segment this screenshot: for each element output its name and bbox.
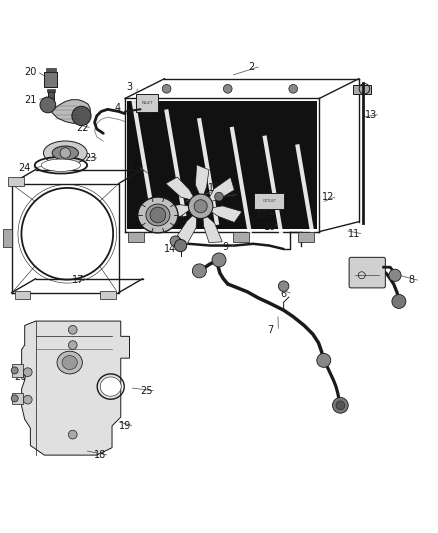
Ellipse shape (146, 204, 170, 226)
Bar (298, 231, 314, 243)
Text: OUTLET: OUTLET (262, 199, 276, 203)
Circle shape (279, 281, 289, 292)
Text: 2: 2 (249, 61, 255, 71)
Circle shape (317, 353, 331, 367)
Bar (353, 85, 371, 94)
Ellipse shape (41, 159, 81, 171)
Bar (46, 68, 56, 72)
Text: 16: 16 (224, 189, 236, 199)
Polygon shape (21, 321, 130, 455)
Bar (254, 193, 285, 209)
Circle shape (392, 294, 406, 309)
Circle shape (72, 106, 91, 125)
Circle shape (192, 264, 206, 278)
Text: 5: 5 (128, 162, 134, 172)
Bar (46, 89, 55, 92)
Bar (12, 364, 22, 376)
Ellipse shape (62, 356, 78, 369)
Text: 26: 26 (14, 372, 27, 382)
Ellipse shape (138, 197, 178, 233)
Circle shape (162, 84, 171, 93)
Text: 20: 20 (24, 67, 36, 77)
Text: 1: 1 (179, 210, 185, 220)
Text: 9: 9 (223, 242, 229, 252)
Bar (3, 229, 12, 247)
Circle shape (23, 368, 32, 376)
Text: 6: 6 (281, 288, 287, 298)
Polygon shape (206, 177, 234, 203)
Text: 24: 24 (18, 163, 31, 173)
Text: 15: 15 (208, 183, 221, 193)
Text: 8: 8 (408, 276, 414, 286)
Bar (12, 393, 22, 404)
Text: INLET: INLET (141, 101, 153, 105)
Circle shape (215, 192, 223, 201)
Circle shape (212, 253, 226, 267)
Bar (136, 94, 158, 111)
Ellipse shape (100, 377, 121, 396)
Circle shape (223, 84, 232, 93)
Circle shape (11, 367, 18, 374)
Polygon shape (195, 165, 209, 200)
Bar (44, 72, 57, 87)
Text: 10: 10 (265, 222, 277, 232)
Ellipse shape (52, 146, 78, 160)
Bar (14, 290, 30, 299)
Circle shape (194, 200, 207, 213)
Text: 12: 12 (322, 192, 334, 201)
Text: 13: 13 (365, 110, 377, 119)
Circle shape (68, 430, 77, 439)
Circle shape (68, 326, 77, 334)
Circle shape (11, 395, 18, 402)
Text: 3: 3 (127, 83, 133, 93)
Circle shape (40, 97, 56, 113)
Text: 14: 14 (164, 244, 176, 254)
Circle shape (289, 84, 297, 93)
Polygon shape (127, 101, 317, 229)
Text: 17: 17 (72, 276, 85, 286)
Circle shape (170, 236, 180, 246)
Bar (8, 177, 24, 185)
Ellipse shape (57, 351, 82, 374)
Circle shape (68, 341, 77, 350)
Ellipse shape (43, 141, 87, 165)
Text: 12: 12 (256, 210, 268, 220)
Text: 7: 7 (267, 325, 274, 335)
Circle shape (389, 269, 401, 281)
Circle shape (336, 401, 345, 410)
Text: 23: 23 (84, 153, 96, 163)
Text: 25: 25 (141, 386, 153, 396)
Polygon shape (202, 213, 222, 243)
Bar (233, 231, 249, 243)
Circle shape (60, 148, 71, 158)
Bar (100, 290, 116, 299)
Circle shape (150, 207, 166, 223)
Bar (48, 91, 53, 105)
FancyBboxPatch shape (349, 257, 385, 288)
Circle shape (332, 398, 348, 413)
Text: 18: 18 (94, 450, 106, 460)
Circle shape (23, 395, 32, 404)
Polygon shape (207, 206, 242, 222)
Circle shape (188, 194, 213, 219)
Bar (128, 231, 144, 243)
Text: 22: 22 (77, 123, 89, 133)
Polygon shape (43, 97, 90, 123)
Text: 11: 11 (348, 229, 360, 239)
Text: 21: 21 (24, 95, 36, 104)
Polygon shape (161, 205, 194, 220)
Text: 4: 4 (115, 103, 121, 114)
Circle shape (174, 239, 187, 252)
Text: 19: 19 (119, 421, 131, 431)
Polygon shape (166, 177, 196, 201)
Polygon shape (177, 212, 197, 245)
